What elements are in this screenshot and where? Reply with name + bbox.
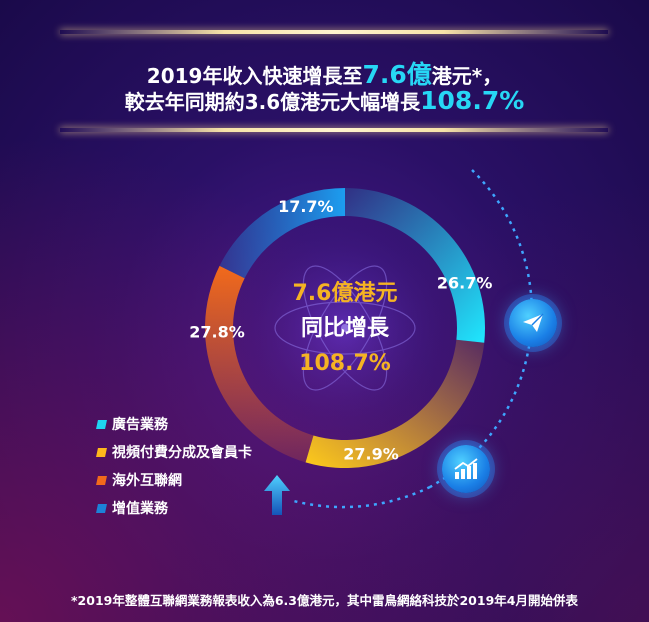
label-advertising: 26.7% bbox=[437, 273, 493, 292]
headline-line1-highlight: 7.6億 bbox=[362, 60, 432, 89]
legend-item-value-added: 增值業務 bbox=[96, 494, 252, 522]
slice-value-added bbox=[219, 188, 345, 279]
footnote: *2019年整體互聯網業務報表收入為6.3億港元，其中雷鳥網絡科技於2019年4… bbox=[71, 593, 578, 608]
donut-labels: 26.7% 27.9% 27.8% 17.7% bbox=[189, 197, 492, 463]
center-amount: 7.6億港元 bbox=[293, 280, 398, 306]
label-overseas-internet: 27.8% bbox=[189, 323, 245, 342]
donut-slices bbox=[205, 188, 485, 468]
headline-line-2: 較去年同期約3.6億港元大幅增長108.7% bbox=[0, 86, 649, 115]
up-arrow-icon bbox=[264, 475, 290, 515]
bar-chart-icon bbox=[454, 458, 478, 479]
legend-label: 視頻付費分成及會員卡 bbox=[112, 445, 252, 461]
send-button[interactable] bbox=[509, 299, 557, 347]
trend-button[interactable] bbox=[442, 445, 490, 493]
label-value-added: 17.7% bbox=[278, 197, 334, 216]
legend-item-overseas-internet: 海外互聯網 bbox=[96, 466, 252, 494]
legend-swatch bbox=[96, 503, 107, 513]
chart-legend: 廣告業務 視頻付費分成及會員卡 海外互聯網 增值業務 bbox=[96, 410, 252, 522]
legend-swatch bbox=[96, 447, 107, 457]
label-video-membership: 27.9% bbox=[343, 444, 399, 463]
slice-advertising bbox=[345, 188, 485, 343]
bottom-divider bbox=[60, 128, 608, 132]
center-label: 同比增長 bbox=[301, 315, 390, 341]
paper-plane-icon bbox=[523, 313, 544, 332]
headline-line1-prefix: 2019年收入快速增長至 bbox=[146, 64, 363, 88]
headline-line1-suffix: 港元*， bbox=[431, 64, 503, 88]
legend-swatch bbox=[96, 419, 107, 429]
slice-overseas-internet bbox=[205, 265, 314, 463]
headline-line2-prefix: 較去年同期約3.6億港元大幅增長 bbox=[124, 90, 421, 114]
legend-label: 增值業務 bbox=[112, 501, 168, 517]
atom-icon bbox=[274, 265, 416, 391]
headline-line2-highlight: 108.7% bbox=[420, 86, 525, 115]
orbit-dashes-bottom bbox=[289, 485, 431, 509]
center-growth: 108.7% bbox=[299, 351, 391, 376]
legend-swatch bbox=[96, 475, 107, 485]
headline-line-1: 2019年收入快速增長至7.6億港元*， bbox=[0, 55, 649, 91]
slice-video-membership bbox=[305, 339, 485, 468]
legend-label: 海外互聯網 bbox=[112, 473, 182, 489]
legend-item-video-membership: 視頻付費分成及會員卡 bbox=[96, 438, 252, 466]
legend-item-advertising: 廣告業務 bbox=[96, 410, 252, 438]
atom-core bbox=[341, 324, 349, 332]
top-divider bbox=[60, 30, 608, 34]
legend-label: 廣告業務 bbox=[112, 417, 168, 433]
